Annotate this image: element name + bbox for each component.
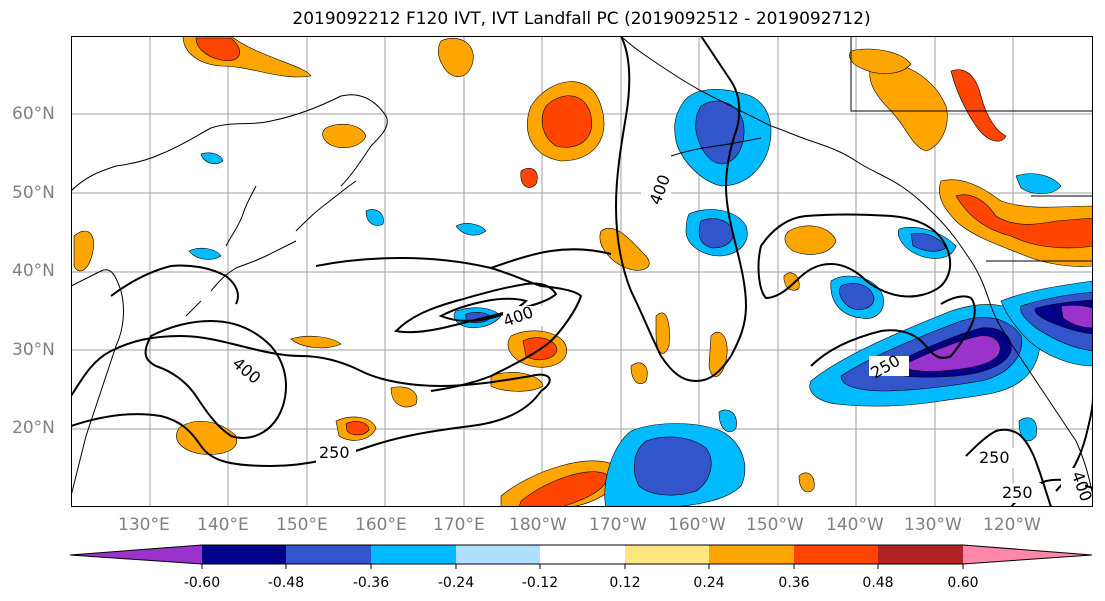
lon-label: 180°W (509, 515, 567, 535)
colorbar-swatch (540, 545, 625, 564)
contour-line (110, 264, 288, 439)
ivt-map: 400 400 400 250 250 250 400 250 (71, 36, 1093, 507)
positive-region (541, 95, 593, 148)
positive-region (708, 331, 728, 377)
colorbar-ticks (201, 564, 964, 569)
positive-region (798, 472, 815, 493)
positive-region (784, 225, 837, 255)
canada-border (850, 36, 1093, 262)
positive-ivt-regions (73, 36, 1093, 507)
north-america-coastline (935, 215, 1093, 497)
lon-label: 140°E (197, 515, 249, 535)
positive-region (518, 471, 608, 507)
kuril-coastline (295, 180, 357, 232)
lon-label: 170°W (589, 515, 647, 535)
colorbar-swatches (70, 545, 1092, 564)
lon-label: 130°W (904, 515, 962, 535)
positive-region (950, 69, 1007, 142)
positive-region (345, 421, 370, 436)
lon-label: 120°W (983, 515, 1041, 535)
japan-coastline (185, 185, 297, 317)
negative-region (365, 209, 384, 226)
positive-region (390, 386, 418, 408)
colorbar-swatch (371, 545, 456, 564)
contour-line (757, 213, 952, 300)
negative-region (1015, 173, 1062, 195)
positive-region (437, 38, 474, 77)
colorbar-swatch (709, 545, 794, 564)
positive-region (520, 167, 538, 188)
negative-region (200, 152, 224, 164)
negative-region (698, 218, 734, 249)
positive-region (869, 62, 948, 152)
map-title: 2019092212 F120 IVT, IVT Landfall PC (20… (292, 9, 871, 29)
positive-region (630, 362, 648, 385)
positive-region (783, 272, 800, 291)
colorbar-tick-labels: -0.60 -0.48 -0.36 -0.24 -0.12 0.12 0.24 … (184, 575, 979, 591)
negative-region (900, 335, 1001, 372)
contour-line (810, 295, 976, 367)
colorbar-swatch (625, 545, 709, 564)
colorbar-tick-label: 0.24 (693, 575, 724, 591)
asia-coastline (71, 94, 388, 497)
colorbar-swatch (456, 545, 540, 564)
lat-label: 20°N (12, 418, 55, 438)
lon-label: 160°E (355, 515, 407, 535)
aleutian-coastline (670, 137, 762, 157)
contour-label: 250 (979, 448, 1010, 467)
lon-label: 160°W (668, 515, 726, 535)
lon-label: 140°W (826, 515, 884, 535)
contour-label: 250 (1002, 483, 1033, 502)
lat-label: 50°N (12, 183, 55, 203)
negative-region (633, 436, 712, 496)
lat-label: 40°N (12, 261, 55, 281)
contour-line (71, 334, 551, 468)
contour-line (393, 282, 558, 334)
lon-label: 150°W (746, 515, 804, 535)
negative-region (1018, 417, 1037, 442)
contour-line (315, 248, 612, 392)
colorbar-tick-label: -0.48 (268, 575, 304, 591)
negative-region (839, 283, 875, 310)
negative-region (1060, 304, 1093, 329)
map-frame (71, 36, 1093, 507)
colorbar: -0.60 -0.48 -0.36 -0.24 -0.12 0.12 0.24 … (69, 544, 1093, 591)
contour-label: 250 (319, 443, 350, 462)
colorbar-swatch (286, 545, 371, 564)
positive-region (655, 312, 670, 354)
lon-label: 170°E (433, 515, 485, 535)
colorbar-swatch (70, 545, 202, 564)
colorbar-swatch (878, 545, 963, 564)
colorbar-tick-label: -0.36 (353, 575, 389, 591)
ivt-contours (71, 36, 1093, 507)
colorbar-tick-label: -0.60 (184, 575, 220, 591)
lon-label: 130°E (118, 515, 170, 535)
colorbar-tick-label: 0.12 (609, 575, 640, 591)
negative-region (455, 223, 487, 236)
colorbar-swatch (202, 545, 286, 564)
colorbar-swatch (963, 545, 1092, 564)
positive-region (195, 37, 240, 62)
negative-region (188, 247, 222, 260)
negative-ivt-regions (188, 89, 1093, 507)
negative-region (718, 409, 737, 433)
lon-label: 150°E (276, 515, 328, 535)
alaska-coastline (620, 36, 937, 217)
coastlines (71, 36, 1093, 497)
colorbar-tick-label: -0.24 (438, 575, 474, 591)
colorbar-tick-label: 0.36 (778, 575, 809, 591)
positive-region (73, 230, 94, 272)
contour-line (614, 36, 748, 383)
positive-region (290, 335, 342, 349)
contour-line (438, 297, 528, 322)
positive-region (322, 123, 367, 149)
colorbar-tick-label: -0.12 (522, 575, 558, 591)
colorbar-swatch (794, 545, 878, 564)
lat-label: 60°N (12, 104, 55, 124)
lat-label: 30°N (12, 340, 55, 360)
colorbar-tick-label: 0.60 (947, 575, 978, 591)
colorbar-tick-label: 0.48 (862, 575, 893, 591)
